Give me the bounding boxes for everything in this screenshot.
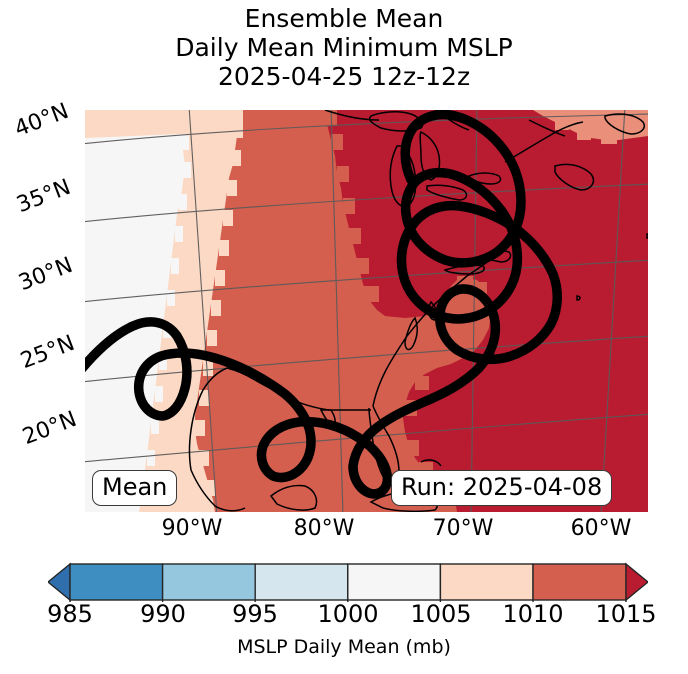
map-svg [85, 110, 648, 512]
canada-north-coast [324, 110, 380, 121]
colorbar-tick-1015: 1015 [595, 600, 657, 628]
xtick-label-60W: 60°W [570, 516, 632, 541]
colorbar-svg[interactable] [46, 562, 650, 606]
texas-coast [188, 367, 228, 471]
colorbar-tick-985: 985 [47, 600, 93, 628]
lake-erie [426, 184, 468, 201]
title-line-1: Ensemble Mean [244, 4, 444, 33]
chesapeake-bay [404, 316, 418, 351]
annotation-box-run: Run: 2025-04-08 [391, 470, 613, 506]
nova-scotia [554, 163, 595, 191]
bahamas [420, 459, 442, 467]
contour-1015-path [85, 110, 562, 499]
lake-huron [419, 130, 441, 181]
mexico-coast [190, 469, 246, 512]
filled-contours [85, 110, 648, 512]
parallel-35N [85, 183, 648, 223]
colorbar-axis-label: MSLP Daily Mean (mb) [237, 636, 451, 658]
meridian-60W [600, 110, 626, 512]
colorbar-seg-1010-1015 [532, 563, 627, 601]
island-dot-1 [646, 233, 648, 239]
colorbar-extend-under [46, 562, 71, 602]
colorbar-tick-990: 990 [140, 600, 186, 628]
parallel-25N [85, 335, 648, 383]
yucatan [269, 484, 318, 511]
meridian-90W [188, 110, 218, 512]
ne-patch-steps [555, 120, 617, 144]
map-panel [85, 110, 648, 512]
title-line-3: 2025-04-25 12z-12z [217, 62, 471, 91]
newfoundland [604, 113, 645, 135]
colorbar-extend-over [625, 562, 650, 602]
colorbar-seg-985-990 [69, 563, 164, 601]
st-lawrence-gulf [504, 121, 584, 163]
colorbar-tick-1000: 1000 [317, 600, 379, 628]
contour-1015 [85, 110, 562, 499]
colorbar-tick-labels: 985 990 995 1000 1005 1010 1015 [0, 600, 688, 630]
colorbar-segments [46, 562, 650, 602]
annotation-box-mean: Mean [92, 470, 178, 506]
east-coast-main [372, 249, 504, 407]
ytick-label-35N: 35°N [13, 174, 75, 219]
figure-title: Ensemble Mean Daily Mean Minimum MSLP 20… [0, 4, 688, 91]
ytick-label-20N: 20°N [19, 406, 81, 451]
colorbar-seg-1000-1005 [347, 563, 442, 601]
contour-step-artifacts-a [195, 110, 243, 496]
colorbar-seg-1005-1010 [439, 563, 534, 601]
colorbar-seg-990-995 [161, 563, 256, 601]
meridian-80W [330, 110, 344, 512]
band-1005-1010-northeast [533, 110, 648, 140]
colorbar-tick-995: 995 [232, 600, 278, 628]
colorbar-seg-995-1000 [254, 563, 349, 601]
xtick-label-90W: 90°W [161, 516, 223, 541]
quebec-coast [528, 119, 566, 137]
xtick-label-70W: 70°W [432, 516, 494, 541]
xtick-label-80W: 80°W [293, 516, 355, 541]
title-line-2: Daily Mean Minimum MSLP [175, 33, 513, 62]
colorbar[interactable] [46, 562, 650, 606]
colorbar-tick-1005: 1005 [410, 600, 472, 628]
ytick-label-25N: 25°N [17, 330, 79, 375]
island-dot-2 [576, 295, 581, 301]
ytick-label-30N: 30°N [15, 252, 77, 297]
colorbar-tick-1010: 1010 [502, 600, 564, 628]
ytick-label-40N: 40°N [11, 98, 73, 143]
lake-superior [369, 111, 424, 132]
parallel-40N [85, 113, 648, 145]
